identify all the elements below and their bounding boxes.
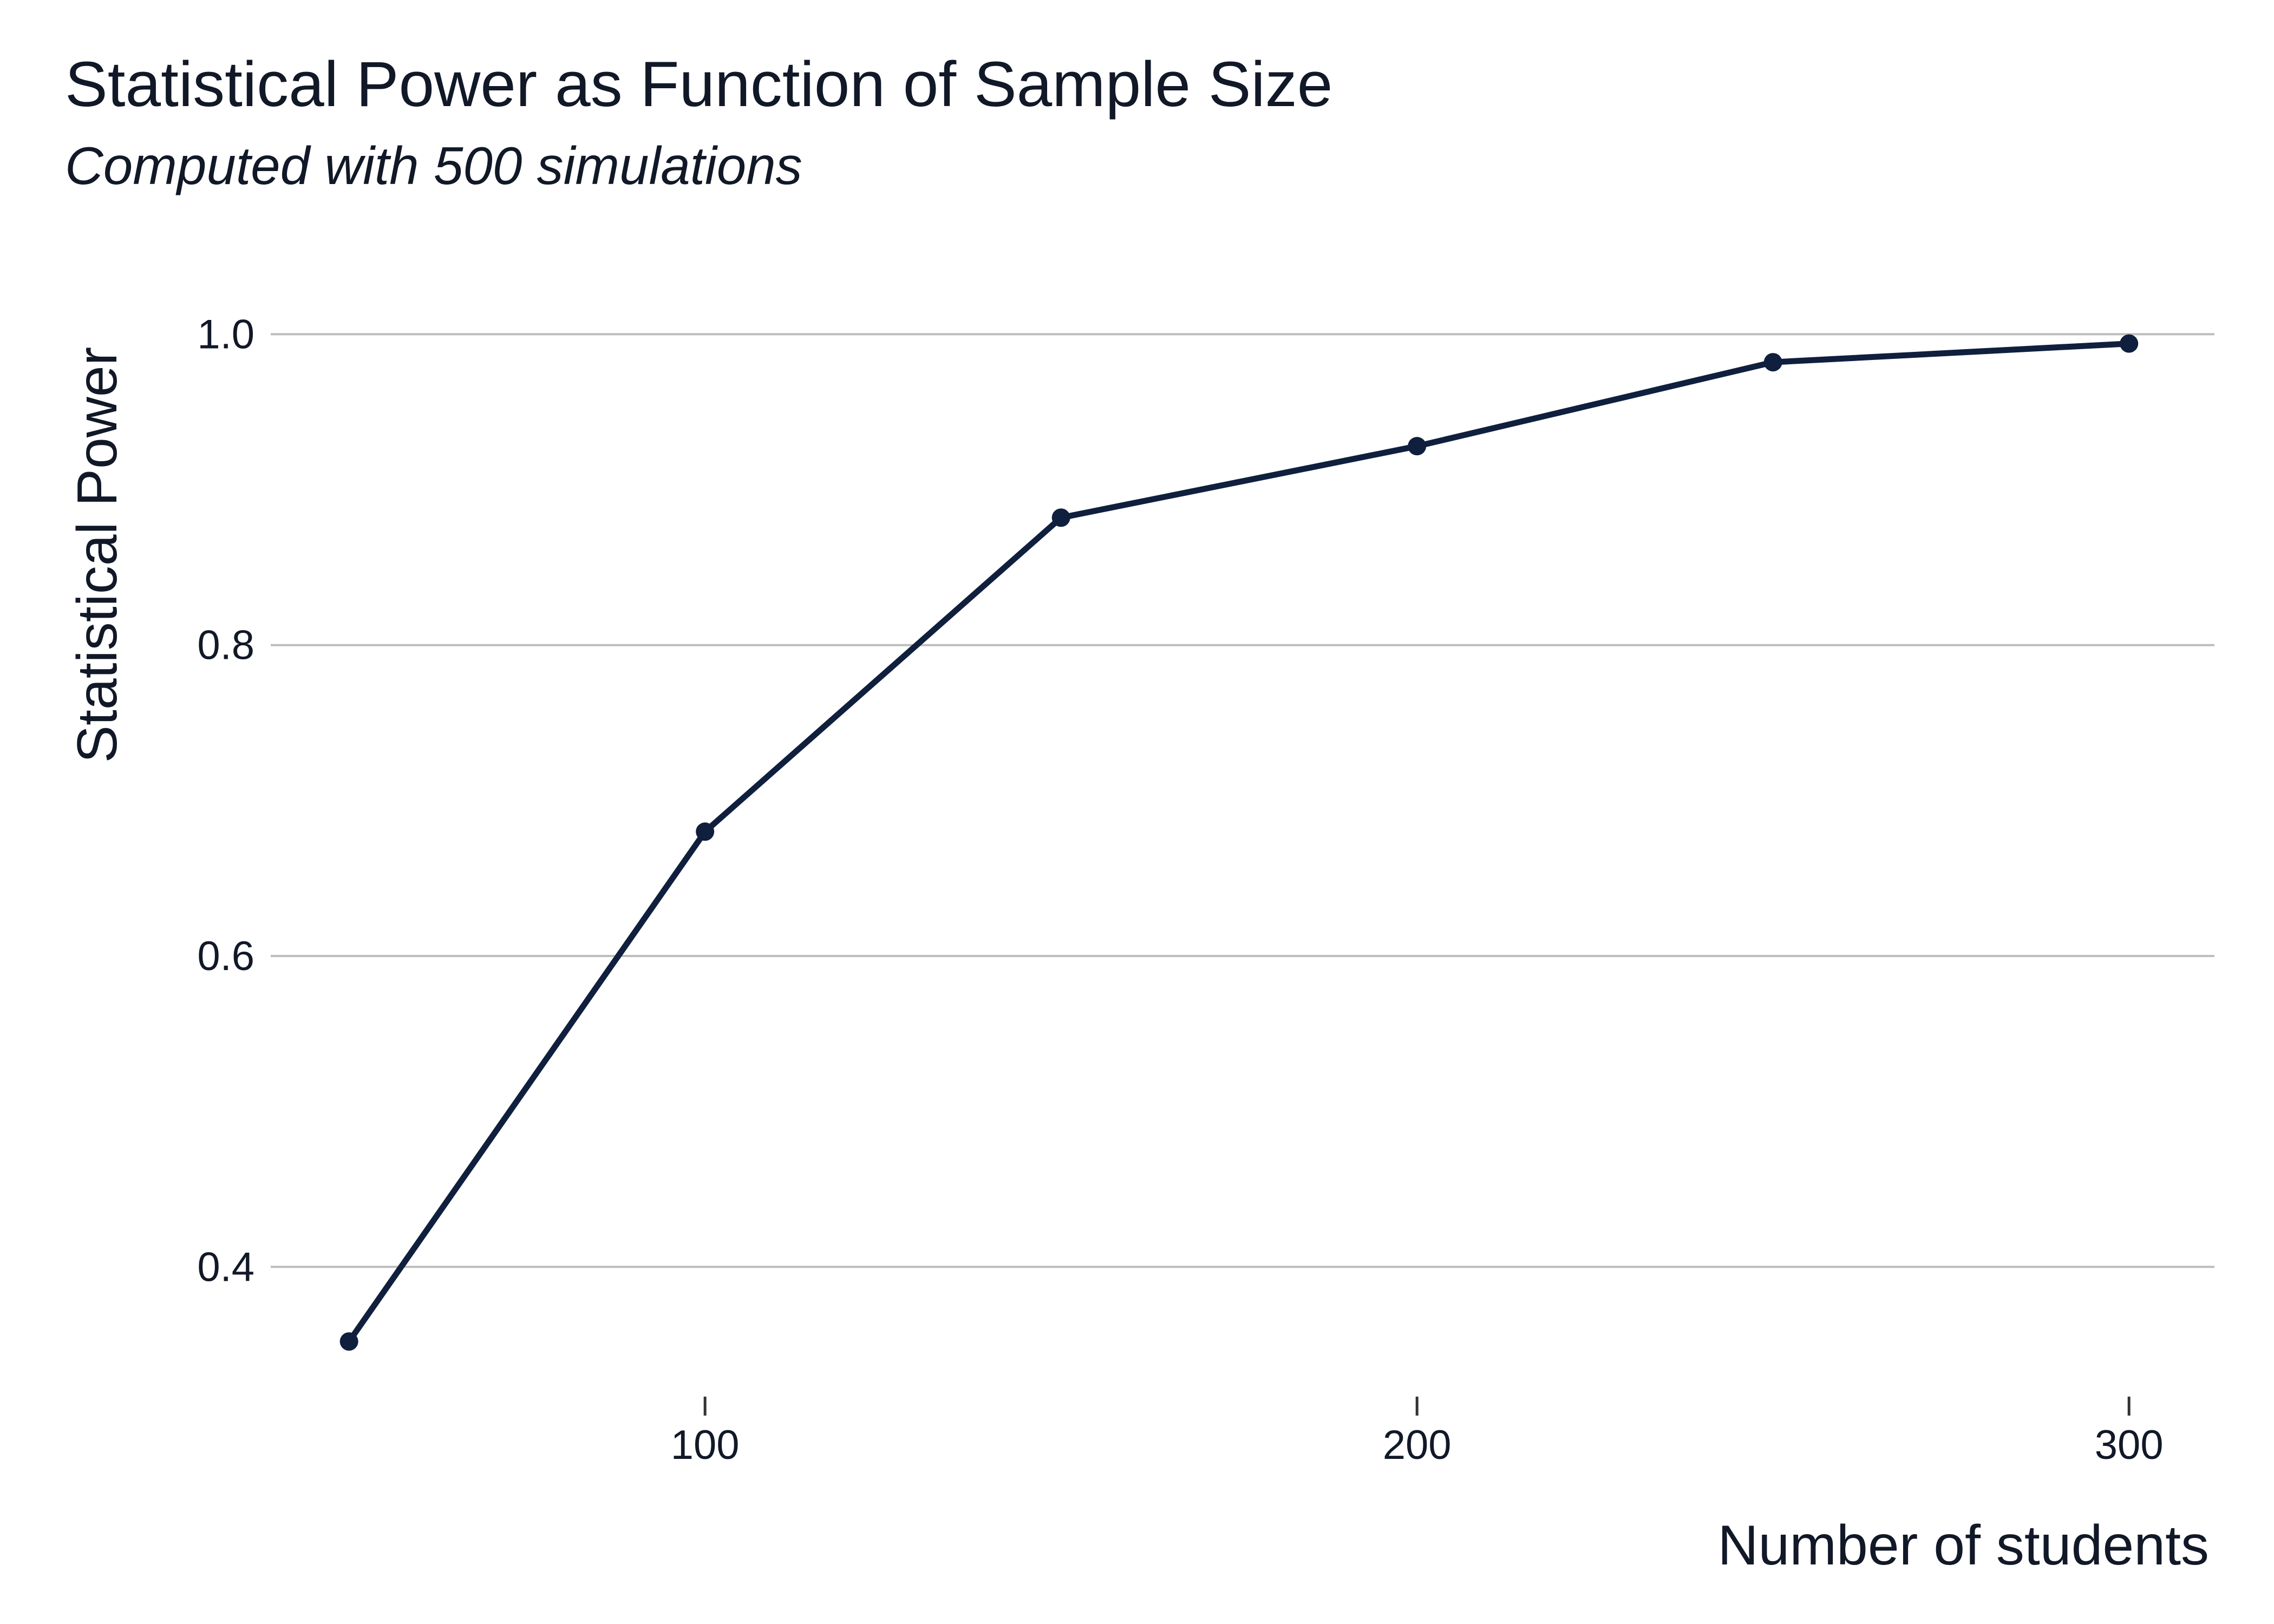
series-line (346, 340, 2132, 1345)
axis-ticks: 0.4 0.6 0.8 1.0 100 200 300 (197, 311, 2163, 1468)
gridlines (271, 333, 2214, 1268)
series (339, 334, 2139, 1351)
data-point (1408, 437, 1427, 456)
x-tick-label: 100 (671, 1422, 740, 1468)
data-point (339, 1332, 358, 1351)
y-tick-label: 0.6 (197, 933, 254, 979)
x-axis-title: Number of students (1717, 1514, 2209, 1577)
data-point (2120, 334, 2139, 353)
chart-title: Statistical Power as Function of Sample … (65, 49, 1333, 120)
x-tick-label: 200 (1383, 1422, 1452, 1468)
y-tick-label: 0.4 (197, 1244, 254, 1290)
data-point (1051, 508, 1070, 527)
data-point (696, 822, 715, 841)
data-point (1763, 353, 1782, 372)
x-tick-label: 300 (2095, 1422, 2164, 1468)
y-axis-title: Statistical Power (66, 347, 129, 763)
y-tick-label: 0.8 (197, 623, 254, 669)
chart-subtitle: Computed with 500 simulations (65, 136, 802, 195)
y-tick-label: 1.0 (197, 311, 254, 357)
